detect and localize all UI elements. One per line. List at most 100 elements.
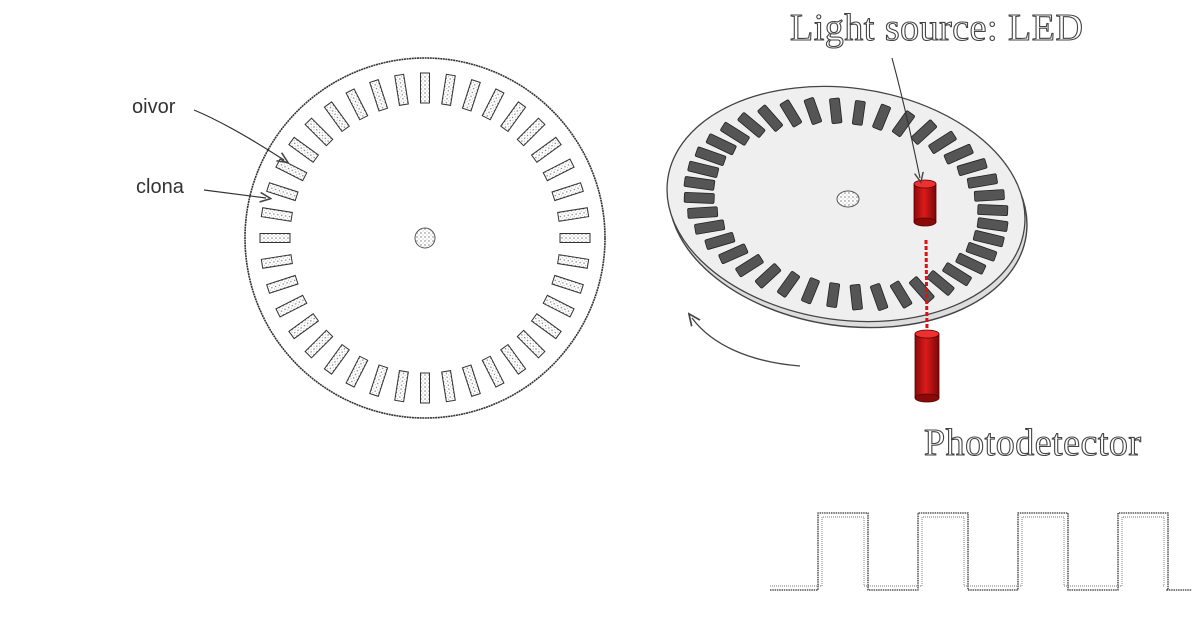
light-beam <box>924 239 929 331</box>
tilted-slot <box>755 263 782 289</box>
callout-inner: clona <box>136 176 266 198</box>
tilted-slot <box>972 230 1005 248</box>
front-slot <box>542 294 575 318</box>
tilted-slot <box>718 243 749 265</box>
front-slot <box>461 79 481 112</box>
front-slot <box>551 274 584 294</box>
front-slot <box>500 343 527 375</box>
tilted-slot <box>890 280 913 309</box>
tilted-slot <box>973 189 1005 202</box>
tilted-slot <box>870 283 889 311</box>
front-slot <box>323 101 350 133</box>
led-pointer <box>891 57 920 178</box>
callout-outer: oivor <box>132 96 284 160</box>
front-slot <box>266 274 299 294</box>
front-slot <box>369 79 389 112</box>
tilted-slot <box>966 173 998 189</box>
front-slot <box>259 233 291 243</box>
tilted-slot <box>683 191 715 204</box>
photodetector <box>914 329 940 403</box>
front-disk <box>244 57 606 419</box>
tilted-slot <box>943 143 974 165</box>
front-slot <box>500 101 527 133</box>
tilted-slot <box>694 219 726 235</box>
tilted-slot <box>892 110 915 137</box>
front-slot <box>516 329 546 359</box>
inner-callout-label: clona <box>136 176 185 198</box>
tilted-slot <box>977 204 1009 217</box>
tilted-slot <box>757 104 783 132</box>
front-slot <box>441 370 456 403</box>
square-wave-inner <box>770 516 1165 587</box>
front-disk-hub <box>414 227 436 249</box>
tilted-slot <box>928 130 957 154</box>
tilted-slot <box>826 282 841 308</box>
tilted-slot <box>720 122 750 146</box>
front-slot <box>516 117 546 147</box>
tilted-disk-slots <box>683 97 1009 311</box>
tilted-slot <box>737 112 766 138</box>
tilted-slot <box>942 262 972 286</box>
tilted-slot <box>704 231 736 250</box>
tilted-slot <box>803 97 822 125</box>
tilted-slot <box>829 97 843 124</box>
front-slot <box>441 73 456 106</box>
inner-callout-arrow <box>203 189 266 198</box>
front-slot <box>304 329 334 359</box>
front-slot <box>542 158 575 182</box>
tilted-slot <box>694 146 727 166</box>
tilted-slot <box>851 100 866 126</box>
output-signal <box>770 512 1192 591</box>
front-disk-slots <box>259 72 591 404</box>
front-slot <box>260 207 293 222</box>
front-slot <box>266 182 299 202</box>
tilted-slot <box>849 284 863 311</box>
front-slot <box>559 233 591 243</box>
outer-callout-label: oivor <box>132 96 176 118</box>
tilted-slot <box>955 252 987 275</box>
square-wave-outline <box>770 512 1192 591</box>
front-slot <box>275 294 308 318</box>
tilted-slot <box>683 176 716 191</box>
tilted-slot <box>872 103 891 131</box>
tilted-slot <box>705 133 737 156</box>
front-slot <box>260 254 293 269</box>
tilted-slot <box>965 242 998 262</box>
front-slot <box>557 254 590 269</box>
tilted-slot <box>976 217 1009 232</box>
front-slot <box>304 117 334 147</box>
front-slot <box>323 343 350 375</box>
front-slot <box>288 136 320 163</box>
rotation-arrow <box>692 318 801 367</box>
front-slot <box>345 88 369 121</box>
front-slot <box>394 73 409 106</box>
front-slot <box>551 182 584 202</box>
tilted-slot <box>910 119 937 145</box>
front-slot <box>369 364 389 397</box>
photodetector-label: Photodetector <box>924 422 1142 464</box>
front-slot <box>420 372 430 404</box>
tilted-slot <box>687 206 719 219</box>
front-slot <box>557 207 590 222</box>
tilted-disk <box>666 85 1028 329</box>
front-slot <box>420 72 430 104</box>
outer-callout-arrow <box>193 109 284 160</box>
tilted-disk-hub <box>836 190 860 208</box>
led-label: Light source: LED <box>790 7 1083 49</box>
tilted-slot <box>735 254 764 278</box>
front-slot <box>345 355 369 388</box>
front-slot <box>530 313 562 340</box>
front-slot <box>481 355 505 388</box>
tilted-slot <box>956 158 988 177</box>
tilted-slot <box>926 270 955 296</box>
front-slot <box>288 313 320 340</box>
front-slot <box>461 364 481 397</box>
front-slot <box>481 88 505 121</box>
tilted-slot <box>801 277 820 305</box>
tilted-slot <box>777 271 800 298</box>
led-emitter <box>913 179 937 227</box>
tilted-slot <box>779 99 802 128</box>
front-slot <box>530 136 562 163</box>
front-slot <box>394 370 409 403</box>
